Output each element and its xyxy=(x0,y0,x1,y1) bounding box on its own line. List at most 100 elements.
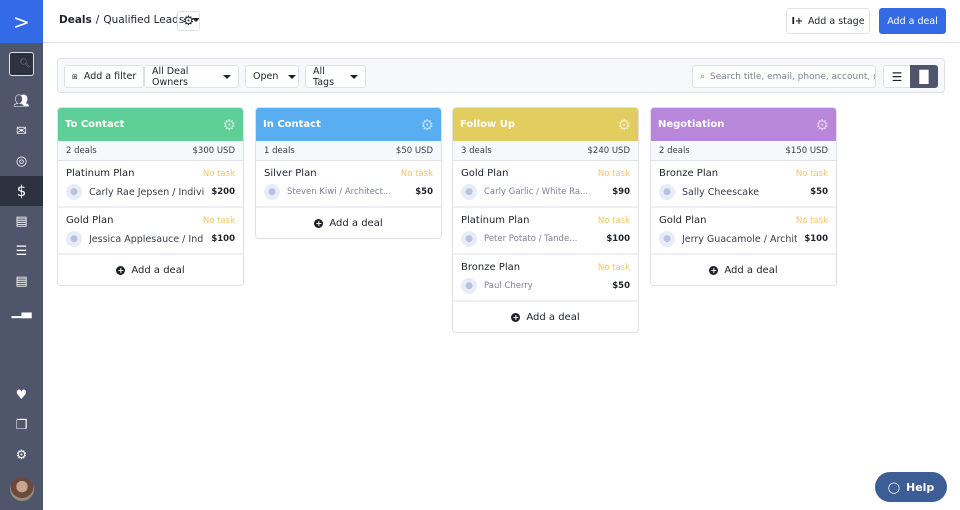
automation-icon[interactable]: ◎ xyxy=(15,153,28,169)
deal-owners-dropdown[interactable]: All Deal Owners xyxy=(144,65,239,88)
contact-avatar-icon: ● xyxy=(461,231,477,247)
deal-count: 3 deals xyxy=(461,145,492,156)
stage-column: Negotiation ⚙ 2 deals $150 USD Bronze Plan… xyxy=(650,107,837,286)
deal-card[interactable]: Platinum Plan No task ● Peter Potato / Ta… xyxy=(453,208,638,255)
deal-title[interactable]: Platinum Plan xyxy=(461,215,530,226)
search-icon[interactable]: 🔍︎ xyxy=(9,52,34,76)
contact-avatar-icon: ● xyxy=(659,231,675,247)
deal-task-status[interactable]: No task xyxy=(795,169,828,179)
stage-header[interactable]: To Contact ⚙ xyxy=(58,108,243,141)
stage-settings-gear-icon[interactable]: ⚙ xyxy=(617,115,631,134)
deal-amount: $200 xyxy=(211,187,235,197)
deal-title[interactable]: Platinum Plan xyxy=(66,168,135,179)
stage-settings-gear-icon[interactable]: ⚙ xyxy=(420,115,434,134)
deal-title[interactable]: Bronze Plan xyxy=(461,262,521,273)
deal-task-status[interactable]: No task xyxy=(597,169,630,179)
deal-count: 2 deals xyxy=(66,145,97,156)
analytics-icon[interactable]: ▁▃ xyxy=(11,303,32,319)
help-button[interactable]: ◯ Help xyxy=(875,472,947,502)
stage-total: $240 USD xyxy=(587,145,631,156)
search-input[interactable]: ⌕ Search title, email, phone, account, o xyxy=(692,65,876,88)
deal-contact[interactable]: Carly Rae Jepsen / Individual xyxy=(89,186,205,198)
add-deal-to-stage-button[interactable]: + Add a deal xyxy=(651,255,836,285)
stage-header[interactable]: Negotiation ⚙ xyxy=(651,108,836,141)
deal-title[interactable]: Gold Plan xyxy=(461,168,509,179)
deal-task-status[interactable]: No task xyxy=(202,169,235,179)
pipeline-settings-button[interactable]: ⚙ xyxy=(177,11,200,31)
list-icon: ☰ xyxy=(891,69,903,84)
pages-icon[interactable]: ❐ xyxy=(15,417,28,433)
filter-icon: ⊞ xyxy=(72,72,78,81)
pipeline-selector[interactable]: Qualified Leads xyxy=(103,14,185,26)
stage-summary: 2 deals $150 USD xyxy=(651,141,836,161)
contact-avatar-icon: ● xyxy=(66,231,82,247)
deal-contact[interactable]: Jerry Guacamole / Architect's xyxy=(682,233,797,245)
add-filter-button[interactable]: ⊞ Add a filter xyxy=(64,65,145,88)
add-deal-label: Add a deal xyxy=(526,311,580,323)
deal-card[interactable]: Gold Plan No task ● Jessica Applesauce / … xyxy=(58,208,243,255)
logo-icon[interactable]: > xyxy=(0,0,43,43)
deal-card[interactable]: Gold Plan No task ● Jerry Guacamole / Arc… xyxy=(651,208,836,255)
add-filter-label: Add a filter xyxy=(83,71,137,82)
deal-contact[interactable]: Paul Cherry xyxy=(484,281,533,291)
deal-contact[interactable]: Jessica Applesauce / Individual xyxy=(89,233,204,245)
deal-task-status[interactable]: No task xyxy=(795,216,828,226)
deal-card[interactable]: Bronze Plan No task ● Paul Cherry $50 xyxy=(453,255,638,302)
add-deal-to-stage-button[interactable]: + Add a deal xyxy=(453,302,638,332)
deal-card[interactable]: Bronze Plan No task ● Sally Cheescake $50 xyxy=(651,161,836,208)
deal-count: 2 deals xyxy=(659,145,690,156)
stage-settings-gear-icon[interactable]: ⚙ xyxy=(222,115,236,134)
deal-contact[interactable]: Carly Garlic / White Ra... xyxy=(484,187,589,197)
deal-card[interactable]: Gold Plan No task ● Carly Garlic / White … xyxy=(453,161,638,208)
deal-task-status[interactable]: No task xyxy=(400,169,433,179)
contacts-icon[interactable]: 👥︎ xyxy=(13,93,30,109)
lists-icon[interactable]: ☰ xyxy=(15,243,28,259)
plus-circle-icon: + xyxy=(709,265,719,275)
deals-icon[interactable]: $ xyxy=(0,176,43,206)
stage-header[interactable]: In Contact ⚙ xyxy=(256,108,441,141)
conversations-icon[interactable]: ▤ xyxy=(15,213,28,229)
deal-card[interactable]: Platinum Plan No task ● Carly Rae Jepsen … xyxy=(58,161,243,208)
deal-contact[interactable]: Steven Kiwi / Architect... xyxy=(287,187,392,197)
deal-task-status[interactable]: No task xyxy=(597,216,630,226)
add-deal-button[interactable]: Add a deal xyxy=(879,8,946,34)
list-view-toggle[interactable]: ☰ xyxy=(883,65,911,88)
chevron-down-icon[interactable] xyxy=(192,18,201,22)
deal-amount: $50 xyxy=(810,187,828,197)
plus-circle-icon: + xyxy=(116,265,126,275)
deal-card[interactable]: Silver Plan No task ● Steven Kiwi / Archi… xyxy=(256,161,441,208)
kanban-view-toggle[interactable]: ▐▌ xyxy=(910,65,938,88)
deal-contact[interactable]: Peter Potato / Tande... xyxy=(484,234,578,244)
deal-title[interactable]: Bronze Plan xyxy=(659,168,719,179)
add-stage-label: Add a stage xyxy=(807,15,865,27)
chat-bubble-icon: ◯ xyxy=(887,480,900,494)
stage-settings-gear-icon[interactable]: ⚙ xyxy=(815,115,829,134)
avatar[interactable] xyxy=(10,477,34,501)
help-label: Help xyxy=(906,480,935,494)
deal-title[interactable]: Gold Plan xyxy=(66,215,114,226)
plus-circle-icon: + xyxy=(511,312,521,322)
email-icon[interactable]: ✉ xyxy=(16,123,27,139)
kanban-icon: ▐▌ xyxy=(914,69,934,84)
stage-header[interactable]: Follow Up ⚙ xyxy=(453,108,638,141)
deal-title[interactable]: Gold Plan xyxy=(659,215,707,226)
add-deal-to-stage-button[interactable]: + Add a deal xyxy=(256,208,441,238)
add-deal-to-stage-button[interactable]: + Add a deal xyxy=(58,255,243,285)
add-deal-label: Add a deal xyxy=(131,264,185,276)
settings-icon[interactable]: ⚙ xyxy=(15,447,28,463)
sidebar: > 🔍︎ 👥︎ ✉ ◎ $ ▤ ☰ ▤ ▁▃ ♥ ❐ ⚙ xyxy=(0,0,43,510)
deal-task-status[interactable]: No task xyxy=(202,216,235,226)
deal-contact[interactable]: Sally Cheescake xyxy=(682,186,760,198)
plus-circle-icon: + xyxy=(314,218,324,228)
favorites-icon[interactable]: ♥ xyxy=(15,387,28,403)
reports-icon[interactable]: ▤ xyxy=(15,273,28,289)
breadcrumb-deals[interactable]: Deals xyxy=(59,14,92,26)
stage-total: $150 USD xyxy=(785,145,829,156)
deal-task-status[interactable]: No task xyxy=(597,263,630,273)
tags-dropdown[interactable]: All Tags xyxy=(305,65,366,88)
deal-amount: $100 xyxy=(606,234,630,244)
tags-label: All Tags xyxy=(313,65,335,88)
deal-title[interactable]: Silver Plan xyxy=(264,168,317,179)
status-dropdown[interactable]: Open xyxy=(245,65,299,88)
add-stage-button[interactable]: I+ Add a stage xyxy=(786,8,870,34)
